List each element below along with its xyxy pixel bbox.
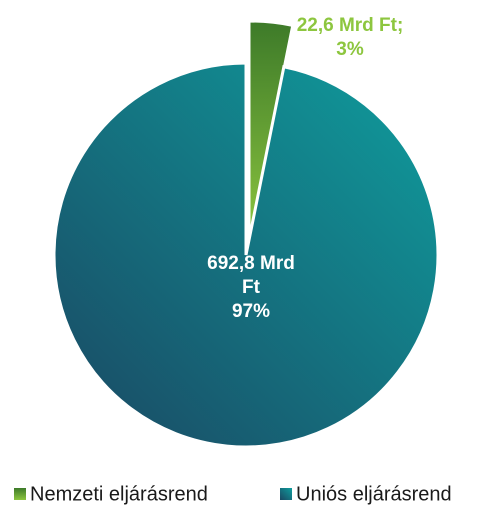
legend-label: Nemzeti eljárásrend [30, 483, 208, 505]
value-label: 3% [336, 39, 364, 60]
value-label: 97% [232, 301, 270, 322]
legend-label: Uniós eljárásrend [296, 483, 452, 505]
legend-swatch [14, 488, 26, 500]
value-label: 692,8 Mrd [207, 253, 295, 274]
value-label: 22,6 Mrd Ft; [297, 15, 404, 36]
value-label: Ft [242, 277, 261, 298]
legend-swatch [280, 488, 292, 500]
pie-slice [52, 61, 440, 449]
